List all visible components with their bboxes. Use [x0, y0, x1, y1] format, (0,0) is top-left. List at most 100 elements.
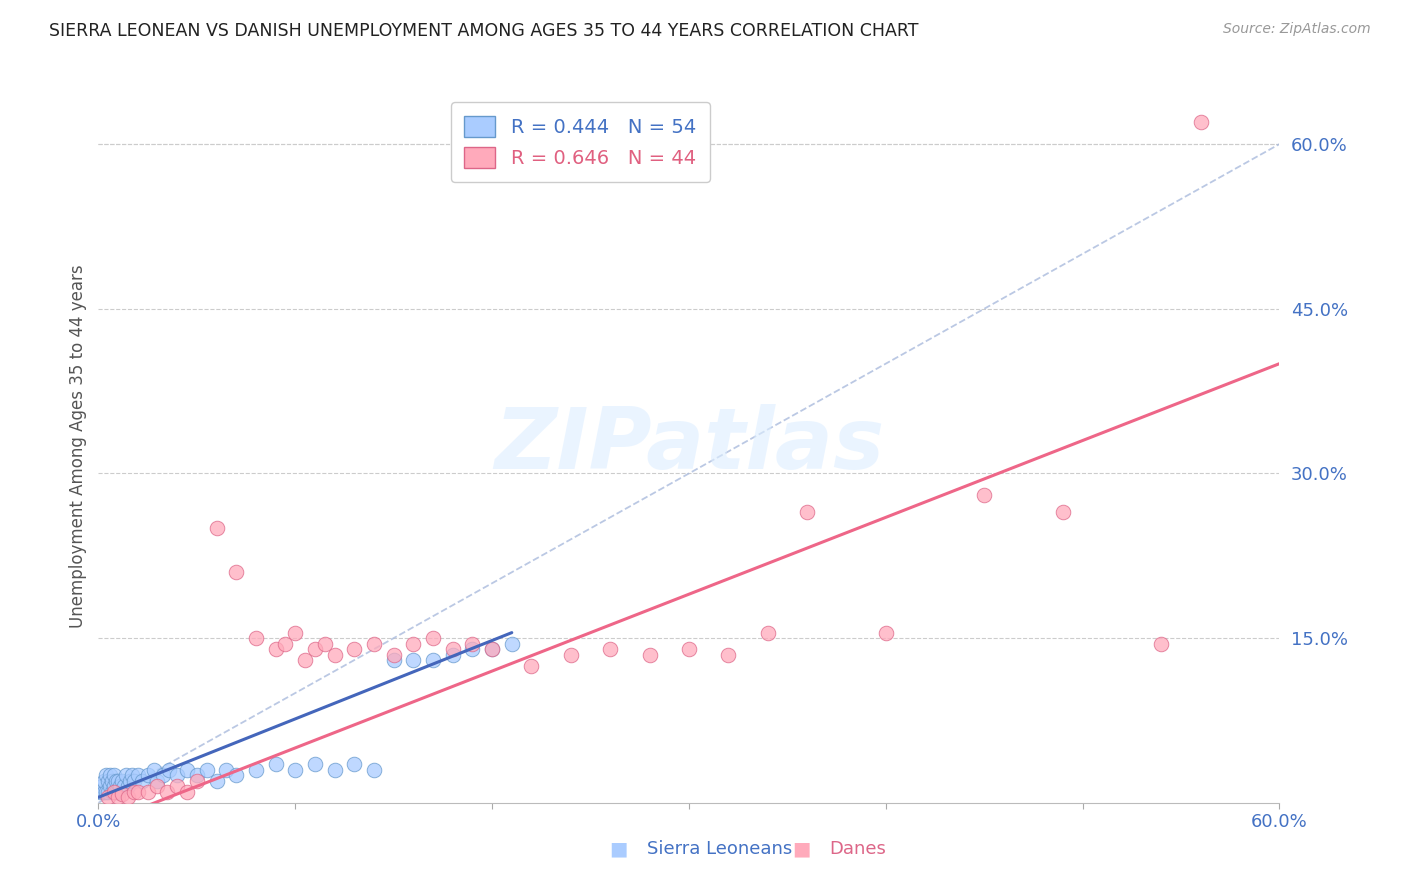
Point [501, 637, 523, 651]
Point [122, 785, 145, 799]
Point [122, 773, 145, 788]
Point [111, 787, 134, 801]
Point [215, 763, 238, 777]
Point [152, 768, 174, 782]
Point [225, 768, 247, 782]
Point [304, 757, 326, 772]
Point [205, 773, 228, 788]
Point [146, 773, 169, 788]
Point [402, 637, 425, 651]
Point [103, 780, 125, 794]
Point [245, 763, 267, 777]
Point [117, 780, 139, 794]
Text: ■: ■ [609, 839, 628, 858]
Point [186, 773, 208, 788]
Point [98, 768, 121, 782]
Point [314, 637, 336, 651]
Point [382, 648, 405, 662]
Point [108, 780, 131, 794]
Point [638, 648, 661, 662]
Legend: R = 0.444   N = 54, R = 0.646   N = 44: R = 0.444 N = 54, R = 0.646 N = 44 [451, 103, 710, 182]
Point [343, 642, 366, 657]
Point [875, 625, 897, 640]
Point [176, 785, 198, 799]
Point [323, 763, 346, 777]
Point [323, 648, 346, 662]
Point [131, 773, 153, 788]
Point [796, 505, 818, 519]
Point [105, 773, 128, 788]
Point [146, 780, 169, 794]
Point [98, 780, 121, 794]
Point [166, 780, 188, 794]
Point [481, 642, 503, 657]
Point [127, 768, 149, 782]
Point [205, 521, 228, 535]
Point [166, 768, 188, 782]
Point [96, 785, 118, 799]
Point [103, 768, 125, 782]
Point [461, 642, 484, 657]
Point [112, 780, 135, 794]
Point [97, 785, 120, 799]
Point [678, 642, 700, 657]
Point [1052, 505, 1074, 519]
Point [118, 773, 141, 788]
Point [756, 625, 779, 640]
Point [97, 790, 120, 805]
Point [717, 648, 740, 662]
Text: ■: ■ [792, 839, 811, 858]
Point [560, 648, 582, 662]
Point [520, 658, 543, 673]
Point [195, 763, 218, 777]
Point [107, 790, 129, 805]
Point [121, 768, 143, 782]
Point [264, 642, 287, 657]
Point [225, 566, 247, 580]
Point [101, 785, 124, 799]
Text: Sierra Leoneans: Sierra Leoneans [647, 840, 792, 858]
Point [274, 637, 297, 651]
Point [284, 625, 307, 640]
Point [264, 757, 287, 772]
Point [107, 773, 129, 788]
Point [382, 653, 405, 667]
Point [136, 768, 159, 782]
Text: Source: ZipAtlas.com: Source: ZipAtlas.com [1223, 22, 1371, 37]
Point [93, 785, 115, 799]
Point [91, 780, 114, 794]
Point [101, 773, 124, 788]
Text: Danes: Danes [830, 840, 886, 858]
Point [156, 785, 179, 799]
Point [343, 757, 366, 772]
Point [89, 785, 111, 799]
Point [304, 642, 326, 657]
Point [103, 785, 125, 799]
Point [599, 642, 621, 657]
Point [294, 653, 316, 667]
Point [97, 773, 120, 788]
Text: SIERRA LEONEAN VS DANISH UNEMPLOYMENT AMONG AGES 35 TO 44 YEARS CORRELATION CHAR: SIERRA LEONEAN VS DANISH UNEMPLOYMENT AM… [49, 22, 918, 40]
Point [111, 773, 134, 788]
Point [157, 763, 180, 777]
Point [422, 631, 444, 645]
Point [105, 785, 128, 799]
Point [1189, 115, 1212, 129]
Point [441, 642, 464, 657]
Point [422, 653, 444, 667]
Point [461, 637, 484, 651]
Point [127, 785, 149, 799]
Point [93, 773, 115, 788]
Point [107, 785, 129, 799]
Point [176, 763, 198, 777]
Point [186, 768, 208, 782]
Point [96, 768, 118, 782]
Point [402, 653, 425, 667]
Point [284, 763, 307, 777]
Point [1150, 637, 1173, 651]
Point [245, 631, 267, 645]
Point [117, 790, 139, 805]
Point [363, 763, 385, 777]
Point [481, 642, 503, 657]
Point [115, 768, 138, 782]
